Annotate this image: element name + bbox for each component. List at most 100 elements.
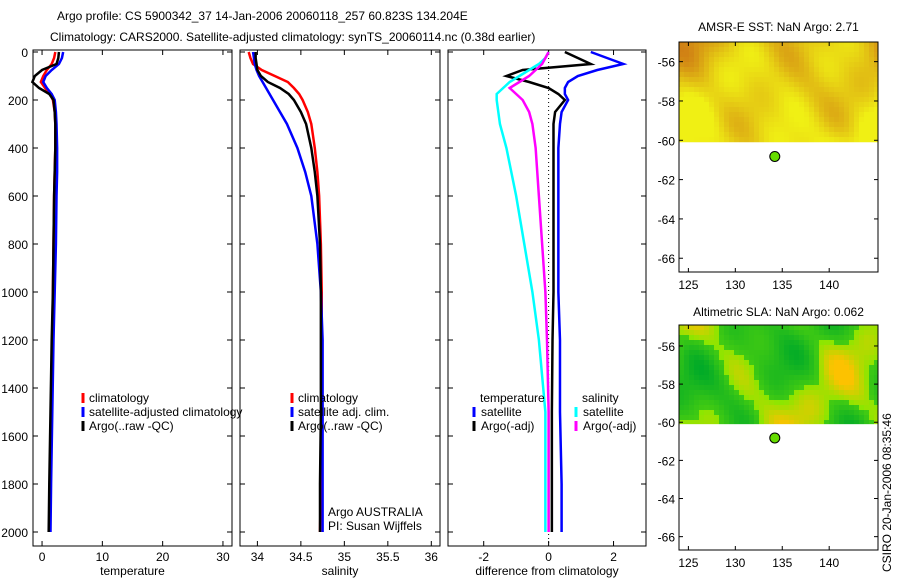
- heatmap-cell: [714, 360, 719, 365]
- x-tick-label: 30: [216, 550, 230, 564]
- heatmap-cell: [814, 395, 819, 400]
- heatmap-cell: [729, 365, 734, 370]
- heatmap-cell: [689, 42, 694, 47]
- heatmap-cell: [804, 47, 809, 52]
- heatmap-cell: [734, 400, 739, 405]
- heatmap-cell: [729, 52, 734, 57]
- heatmap-cell: [684, 340, 689, 345]
- heatmap-cell: [784, 360, 789, 365]
- heatmap-cell: [844, 340, 849, 345]
- heatmap-cell: [869, 77, 874, 82]
- heatmap-cell: [844, 400, 849, 405]
- heatmap-cell: [819, 410, 824, 415]
- heatmap-cell: [774, 127, 779, 132]
- heatmap-cell: [814, 117, 819, 122]
- heatmap-cell: [809, 127, 814, 132]
- heatmap-cell: [754, 102, 759, 107]
- heatmap-cell: [769, 365, 774, 370]
- heatmap-cell: [849, 87, 854, 92]
- heatmap-cell: [769, 62, 774, 67]
- heatmap-cell: [829, 355, 834, 360]
- heatmap-cell: [769, 420, 774, 425]
- heatmap-cell: [794, 335, 799, 340]
- heatmap-cell: [784, 340, 789, 345]
- heatmap-cell: [709, 102, 714, 107]
- heatmap-cell: [819, 42, 824, 47]
- heatmap-cell: [819, 405, 824, 410]
- heatmap-cell: [744, 97, 749, 102]
- heatmap-cell: [779, 410, 784, 415]
- heatmap-cell: [724, 340, 729, 345]
- heatmap-cell: [719, 415, 724, 420]
- heatmap-cell: [834, 330, 839, 335]
- heatmap-cell: [689, 375, 694, 380]
- heatmap-cell: [749, 82, 754, 87]
- heatmap-cell: [749, 57, 754, 62]
- series-line-climatology: [247, 51, 323, 533]
- heatmap-cell: [679, 335, 684, 340]
- heatmap-cell: [834, 132, 839, 137]
- heatmap-cell: [689, 52, 694, 57]
- heatmap-cell: [864, 375, 869, 380]
- heatmap-cell: [679, 330, 684, 335]
- y-tick-label: -56: [658, 340, 676, 354]
- heatmap-cell: [804, 92, 809, 97]
- heatmap-cell: [714, 52, 719, 57]
- heatmap-cell: [859, 325, 864, 330]
- heatmap-cell: [794, 385, 799, 390]
- heatmap-cell: [874, 92, 878, 97]
- heatmap-cell: [714, 127, 719, 132]
- heatmap-cell: [859, 57, 864, 62]
- heatmap-cell: [784, 405, 789, 410]
- heatmap-cell: [734, 92, 739, 97]
- heatmap-cell: [819, 370, 824, 375]
- heatmap-cell: [834, 350, 839, 355]
- heatmap-cell: [869, 370, 874, 375]
- heatmap-cell: [729, 325, 734, 330]
- heatmap-cell: [854, 137, 859, 142]
- heatmap-cell: [729, 410, 734, 415]
- heatmap-cell: [699, 345, 704, 350]
- heatmap-cell: [699, 42, 704, 47]
- heatmap-cell: [794, 345, 799, 350]
- heatmap-cell: [679, 370, 684, 375]
- heatmap-cell: [814, 390, 819, 395]
- heatmap-cell: [839, 420, 844, 425]
- heatmap-cell: [859, 340, 864, 345]
- heatmap-cell: [699, 57, 704, 62]
- heatmap-cell: [759, 82, 764, 87]
- heatmap-cell: [819, 375, 824, 380]
- heatmap-cell: [809, 325, 814, 330]
- heatmap-cell: [799, 127, 804, 132]
- heatmap-cell: [799, 385, 804, 390]
- heatmap-cell: [804, 52, 809, 57]
- heatmap-cell: [849, 62, 854, 67]
- heatmap-cell: [804, 405, 809, 410]
- heatmap-cell: [749, 67, 754, 72]
- heatmap-cell: [784, 345, 789, 350]
- heatmap-cell: [864, 380, 869, 385]
- heatmap-cell: [754, 67, 759, 72]
- heatmap-cell: [679, 405, 684, 410]
- heatmap-cell: [854, 77, 859, 82]
- heatmap-cell: [849, 330, 854, 335]
- heatmap-cell: [679, 132, 684, 137]
- heatmap-cell: [729, 350, 734, 355]
- heatmap-cell: [819, 102, 824, 107]
- heatmap-cell: [874, 325, 878, 330]
- heatmap-cell: [814, 97, 819, 102]
- heatmap-cell: [764, 57, 769, 62]
- heatmap-cell: [769, 405, 774, 410]
- heatmap-cell: [759, 42, 764, 47]
- heatmap-cell: [729, 345, 734, 350]
- heatmap-cell: [834, 92, 839, 97]
- heatmap-cell: [769, 52, 774, 57]
- heatmap-cell: [734, 112, 739, 117]
- heatmap-cell: [749, 97, 754, 102]
- heatmap-cell: [729, 340, 734, 345]
- heatmap-cell: [789, 410, 794, 415]
- heatmap-cell: [829, 67, 834, 72]
- heatmap-cell: [724, 52, 729, 57]
- heatmap-cell: [704, 62, 709, 67]
- heatmap-cell: [729, 415, 734, 420]
